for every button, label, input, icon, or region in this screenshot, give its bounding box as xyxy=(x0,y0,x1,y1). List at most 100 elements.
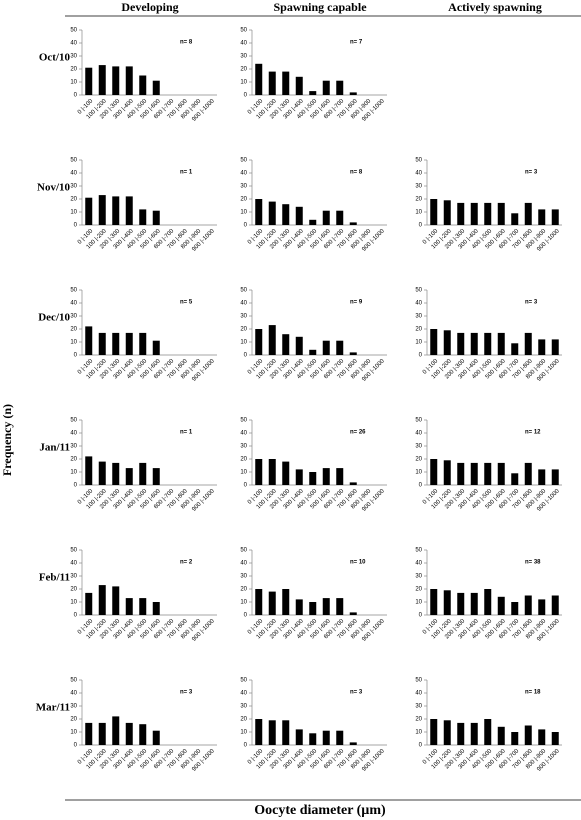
bar xyxy=(295,206,303,225)
bar xyxy=(139,75,147,95)
y-tick-label: 50 xyxy=(70,158,77,164)
y-tick-label: 0 xyxy=(74,613,78,619)
bar xyxy=(112,196,120,225)
bar xyxy=(152,80,160,95)
sample-size: n= 3 xyxy=(525,300,538,306)
sample-size: n= 5 xyxy=(180,300,193,306)
y-tick-label: 0 xyxy=(419,223,423,229)
bar xyxy=(309,733,317,745)
bar xyxy=(336,598,344,615)
bar xyxy=(484,462,492,485)
bar xyxy=(524,462,532,485)
y-tick-label: 0 xyxy=(419,613,423,619)
bar xyxy=(125,332,133,355)
bar xyxy=(538,469,546,485)
y-tick-label: 30 xyxy=(70,184,77,190)
bar xyxy=(112,462,120,485)
y-tick-label: 30 xyxy=(240,54,247,60)
bar xyxy=(349,222,357,225)
y-tick-label: 10 xyxy=(70,470,77,476)
bar xyxy=(551,339,559,355)
bar xyxy=(524,595,532,615)
y-tick-label: 40 xyxy=(70,691,77,697)
y-tick-label: 40 xyxy=(240,691,247,697)
y-tick-label: 10 xyxy=(415,340,422,346)
bar xyxy=(85,722,93,745)
bar xyxy=(430,199,438,225)
sample-size: n= 38 xyxy=(525,560,541,566)
y-tick-label: 50 xyxy=(70,28,77,34)
bar xyxy=(322,730,330,745)
y-tick-label: 20 xyxy=(70,717,77,723)
bar xyxy=(282,720,290,745)
sample-size: n= 1 xyxy=(180,430,193,436)
sample-size: n= 8 xyxy=(350,170,363,176)
y-tick-label: 50 xyxy=(415,678,422,684)
bar xyxy=(551,595,559,615)
y-tick-label: 30 xyxy=(240,574,247,580)
y-tick-label: 40 xyxy=(240,301,247,307)
y-tick-label: 20 xyxy=(240,717,247,723)
bar xyxy=(139,209,147,225)
bar xyxy=(322,468,330,485)
y-tick-label: 20 xyxy=(415,327,422,333)
y-tick-label: 0 xyxy=(244,483,248,489)
bar xyxy=(538,599,546,615)
bar xyxy=(497,462,505,485)
bar xyxy=(112,586,120,615)
bar xyxy=(349,92,357,95)
y-tick-label: 0 xyxy=(244,353,248,359)
y-tick-label: 20 xyxy=(415,717,422,723)
bar xyxy=(470,202,478,225)
y-tick-label: 40 xyxy=(70,41,77,47)
y-tick-label: 50 xyxy=(240,158,247,164)
bar xyxy=(282,71,290,95)
bar xyxy=(268,71,276,95)
y-tick-label: 50 xyxy=(415,418,422,424)
bar xyxy=(457,462,465,485)
y-tick-label: 50 xyxy=(70,418,77,424)
bar xyxy=(295,729,303,745)
bar xyxy=(443,590,451,615)
y-tick-label: 0 xyxy=(419,353,423,359)
bar xyxy=(295,469,303,485)
bar xyxy=(524,332,532,355)
y-tick-label: 40 xyxy=(240,171,247,177)
bar xyxy=(85,67,93,95)
y-tick-label: 10 xyxy=(240,470,247,476)
bar xyxy=(268,720,276,745)
bar xyxy=(98,195,106,225)
y-tick-label: 20 xyxy=(240,67,247,73)
bar xyxy=(255,329,263,355)
y-tick-label: 10 xyxy=(240,80,247,86)
y-tick-label: 20 xyxy=(415,587,422,593)
y-tick-label: 40 xyxy=(70,171,77,177)
bar xyxy=(322,80,330,95)
y-tick-label: 50 xyxy=(240,418,247,424)
y-tick-label: 20 xyxy=(415,197,422,203)
bar xyxy=(152,602,160,615)
sample-size: n= 12 xyxy=(525,430,541,436)
bar xyxy=(430,719,438,745)
bar xyxy=(152,210,160,225)
y-tick-label: 20 xyxy=(240,587,247,593)
bar xyxy=(139,332,147,355)
bar xyxy=(322,210,330,225)
y-tick-label: 30 xyxy=(415,574,422,580)
bar xyxy=(152,340,160,355)
bar xyxy=(309,349,317,355)
y-tick-label: 40 xyxy=(240,431,247,437)
y-tick-label: 0 xyxy=(244,93,248,99)
bar xyxy=(295,336,303,355)
bar xyxy=(470,722,478,745)
column-header: Developing xyxy=(121,0,178,14)
bar xyxy=(511,602,519,615)
row-label: Mar/11 xyxy=(36,702,70,714)
y-tick-label: 10 xyxy=(240,600,247,606)
bar xyxy=(524,725,532,745)
y-tick-label: 30 xyxy=(70,54,77,60)
y-tick-label: 20 xyxy=(70,197,77,203)
y-tick-label: 50 xyxy=(70,678,77,684)
